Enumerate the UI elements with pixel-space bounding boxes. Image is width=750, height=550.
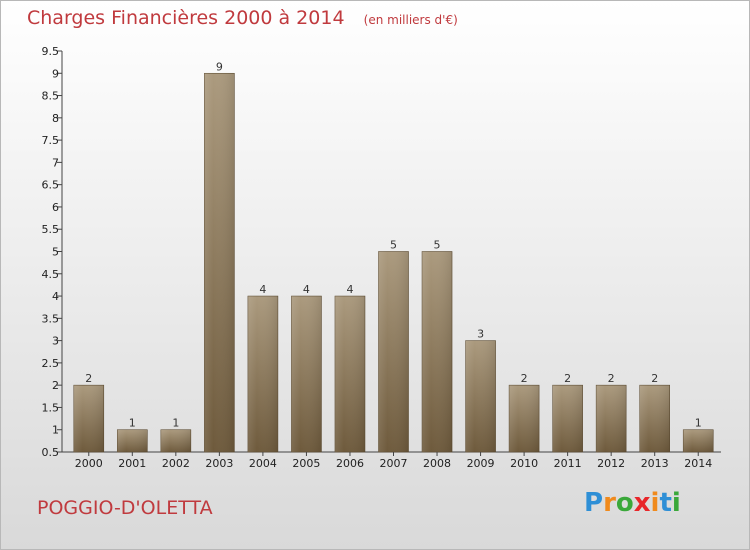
bar-shading (247, 296, 278, 452)
bar-shading (465, 340, 496, 452)
bar-value-label: 2 (564, 372, 571, 385)
bar-shading (639, 385, 670, 452)
logo-letter: i (650, 488, 660, 518)
bar-value-label: 9 (216, 60, 223, 73)
x-tick-label: 2003 (205, 457, 233, 470)
bar-value-label: 2 (521, 372, 528, 385)
proxiti-logo: Proxiti (584, 488, 681, 518)
x-tick-label: 2004 (249, 457, 277, 470)
place-name: POGGIO-D'OLETTA (37, 497, 213, 519)
x-tick-label: 2012 (597, 457, 625, 470)
y-tick-label: 4.5 (42, 268, 60, 281)
y-tick-label: 9 (52, 67, 59, 80)
logo-letter: r (603, 488, 616, 518)
logo-letter: P (584, 488, 604, 518)
y-tick-label: 7 (52, 156, 59, 169)
bar-value-label: 1 (172, 417, 179, 430)
logo-letter: i (671, 488, 681, 518)
bar-shading (160, 429, 191, 452)
bar-value-label: 1 (129, 417, 136, 430)
y-tick-label: 2.5 (42, 357, 60, 370)
bar-shading (291, 296, 322, 452)
x-tick-label: 2014 (684, 457, 712, 470)
bar-value-label: 1 (695, 417, 702, 430)
y-tick-label: 5.5 (42, 223, 60, 236)
bar-shading (422, 251, 453, 452)
x-tick-label: 2008 (423, 457, 451, 470)
y-tick-label: 6.5 (42, 179, 60, 192)
bar-value-label: 2 (608, 372, 615, 385)
x-tick-label: 2010 (510, 457, 538, 470)
chart-title-block: Charges Financières 2000 à 2014 (en mill… (27, 7, 458, 29)
y-tick-label: 8.5 (42, 90, 60, 103)
y-tick-label: 2 (52, 379, 59, 392)
x-tick-label: 2011 (554, 457, 582, 470)
bar-shading (552, 385, 583, 452)
bar-shading (117, 429, 148, 452)
x-tick-label: 2007 (380, 457, 408, 470)
x-tick-label: 2000 (75, 457, 103, 470)
bar-value-label: 4 (259, 283, 266, 296)
bar-value-label: 4 (303, 283, 310, 296)
bar-shading (683, 429, 714, 452)
bar-value-label: 2 (85, 372, 92, 385)
y-tick-label: 3 (52, 335, 59, 348)
logo-letter: x (633, 488, 651, 518)
y-tick-label: 0.5 (42, 446, 60, 459)
y-tick-label: 5 (52, 246, 59, 259)
bar-value-label: 5 (390, 239, 397, 252)
x-tick-label: 2002 (162, 457, 190, 470)
bar-value-label: 3 (477, 328, 484, 341)
chart-title: Charges Financières 2000 à 2014 (27, 7, 345, 29)
y-tick-label: 1 (52, 424, 59, 437)
logo-letter: t (659, 488, 672, 518)
unit-note: (en milliers d'€) (363, 13, 458, 27)
bar-shading (73, 385, 104, 452)
bar-shading (334, 296, 365, 452)
x-tick-label: 2006 (336, 457, 364, 470)
bar-value-label: 2 (651, 372, 658, 385)
bar-shading (509, 385, 540, 452)
y-tick-label: 7.5 (42, 134, 60, 147)
y-tick-label: 6 (52, 201, 59, 214)
y-tick-label: 3.5 (42, 312, 60, 325)
bar-value-label: 4 (346, 283, 353, 296)
bar-value-label: 5 (434, 239, 441, 252)
x-tick-label: 2013 (641, 457, 669, 470)
y-tick-label: 8 (52, 112, 59, 125)
bar-shading (204, 73, 235, 453)
bar-shading (596, 385, 627, 452)
y-tick-label: 9.5 (42, 45, 60, 58)
logo-letter: o (615, 488, 634, 518)
x-tick-label: 2009 (467, 457, 495, 470)
y-tick-label: 4 (52, 290, 59, 303)
y-tick-label: 1.5 (42, 401, 60, 414)
x-tick-label: 2001 (118, 457, 146, 470)
x-tick-label: 2005 (292, 457, 320, 470)
bar-shading (378, 251, 409, 452)
